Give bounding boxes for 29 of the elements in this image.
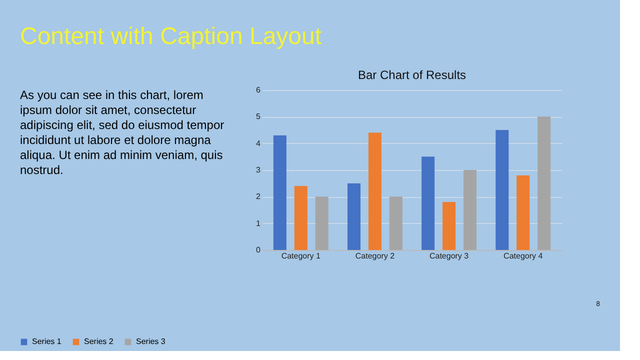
y-tick-label: 0 [256,246,262,254]
bar [348,183,360,250]
bar [442,202,456,250]
y-tick-label: 1 [256,218,262,228]
bar [368,132,382,250]
bar [389,196,402,250]
x-tick-label: Category 1 [281,252,321,260]
legend-label: Series 2 [84,337,114,346]
chart-title: Bar Chart of Results [358,68,466,82]
bar [315,196,328,250]
legend-label: Series 1 [32,337,62,346]
y-tick-label: 4 [256,138,262,148]
bar [294,186,308,250]
y-tick-label: 5 [256,112,262,122]
bar [464,170,476,250]
y-tick-label: 3 [256,166,262,174]
bar [422,156,435,250]
text: Content with Caption Layout [20,23,322,50]
x-tick-label: Category 2 [355,252,396,260]
bar [538,116,551,250]
bar [496,130,509,250]
text: As you can see in this chart, lorem ipsum dolor sit amet, consectetur adipiscing elit, sed do eiusmod tempor incididunt ut labore et dolore magna aliqua. Ut enim ad minim veniam, quis nostrud. [20,88,224,177]
x-tick-label: Category 3 [429,252,470,260]
bar [516,175,530,250]
x-tick-label: Category 4 [504,252,544,260]
legend-label: Series 3 [136,337,166,346]
y-tick-label: 2 [256,192,262,202]
y-tick-label: 6 [256,86,262,94]
bar [273,135,286,250]
